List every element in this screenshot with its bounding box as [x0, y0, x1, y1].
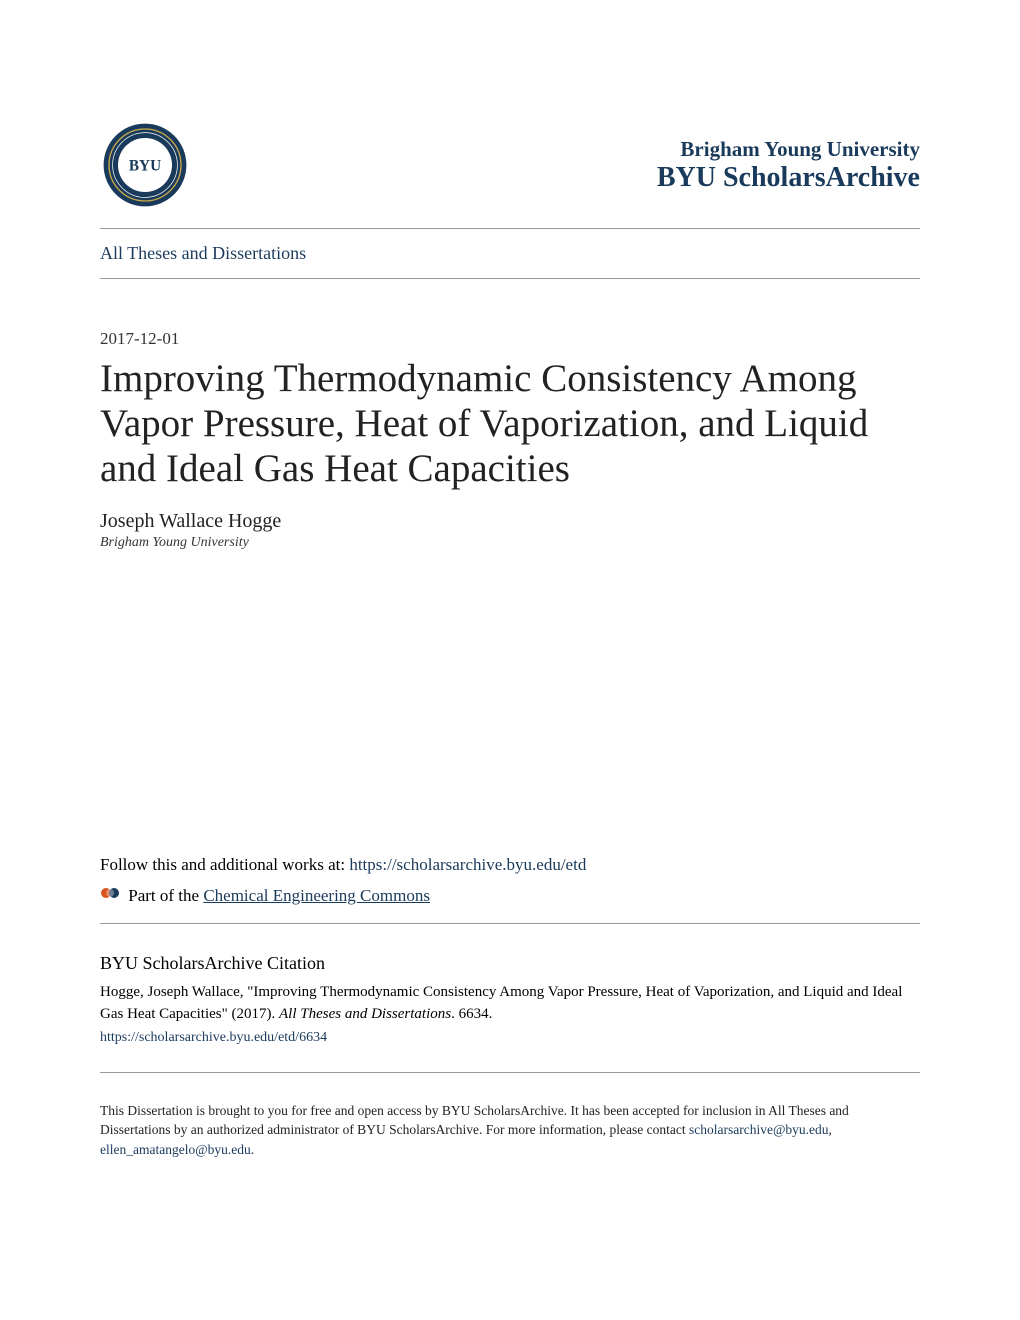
footer-sep: , — [829, 1122, 832, 1137]
citation-post: . 6634. — [451, 1006, 492, 1022]
svg-text:BYU: BYU — [129, 157, 161, 174]
collection-link[interactable]: All Theses and Dissertations — [100, 229, 920, 278]
citation-pre: Hogge, Joseph Wallace, "Improving Thermo… — [100, 984, 902, 1022]
footer-email-1[interactable]: scholarsarchive@byu.edu — [689, 1122, 829, 1137]
follow-section: Follow this and additional works at: htt… — [100, 851, 920, 911]
publication-date: 2017-12-01 — [100, 329, 920, 349]
byu-seal-logo: BYU — [100, 120, 190, 210]
citation-section: BYU ScholarsArchive Citation Hogge, Jose… — [100, 938, 920, 1048]
follow-line: Follow this and additional works at: htt… — [100, 851, 920, 878]
divider-citation — [100, 1072, 920, 1073]
archive-name: BYU ScholarsArchive — [657, 162, 920, 194]
network-icon — [100, 883, 120, 911]
university-name: Brigham Young University — [657, 137, 920, 162]
author-affiliation: Brigham Young University — [100, 535, 920, 551]
header-row: BYU Brigham Young University BYU Scholar… — [100, 120, 920, 210]
footer-section: This Dissertation is brought to you for … — [100, 1087, 920, 1160]
footer-email-2[interactable]: ellen_amatangelo@byu.edu — [100, 1142, 251, 1157]
follow-url-link[interactable]: https://scholarsarchive.byu.edu/etd — [349, 855, 586, 874]
paper-title: Improving Thermodynamic Consistency Amon… — [100, 357, 920, 492]
citation-heading: BYU ScholarsArchive Citation — [100, 950, 920, 976]
commons-line: Part of the Chemical Engineering Commons — [100, 882, 920, 911]
citation-series: All Theses and Dissertations — [279, 1006, 451, 1022]
author-name: Joseph Wallace Hogge — [100, 510, 920, 533]
footer-post: . — [251, 1142, 254, 1157]
divider-follow — [100, 923, 920, 924]
page-container: BYU Brigham Young University BYU Scholar… — [0, 0, 1020, 1219]
part-of-prefix: Part of the — [128, 886, 203, 905]
citation-url-link[interactable]: https://scholarsarchive.byu.edu/etd/6634 — [100, 1028, 920, 1048]
citation-text: Hogge, Joseph Wallace, "Improving Thermo… — [100, 982, 920, 1026]
header-titles: Brigham Young University BYU ScholarsArc… — [657, 137, 920, 194]
divider-collection — [100, 278, 920, 279]
commons-link[interactable]: Chemical Engineering Commons — [203, 886, 430, 905]
follow-prefix: Follow this and additional works at: — [100, 855, 349, 874]
